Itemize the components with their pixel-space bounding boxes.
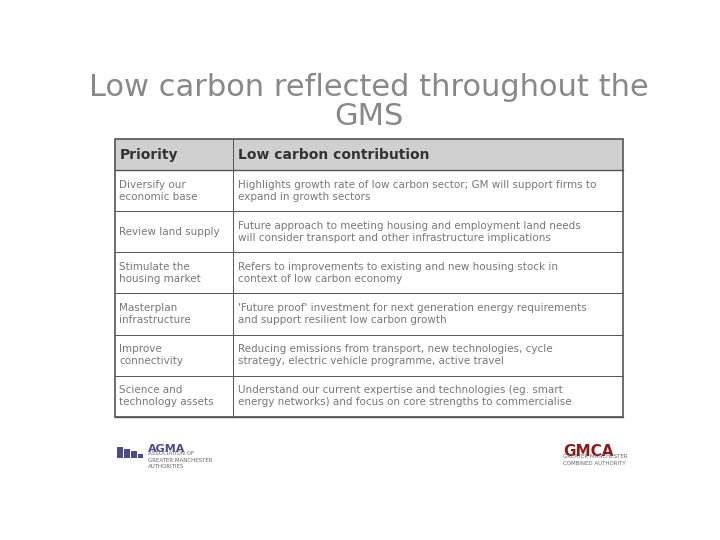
Bar	[131, 451, 137, 457]
Text: Low carbon reflected throughout the: Low carbon reflected throughout the	[89, 73, 649, 103]
Text: Reducing emissions from transport, new technologies, cycle
strategy, electric ve: Reducing emissions from transport, new t…	[238, 344, 553, 366]
Text: Low carbon contribution: Low carbon contribution	[238, 148, 430, 162]
Text: Priority: Priority	[120, 148, 178, 162]
Text: GREATER MANCHESTER
COMBINED AUTHORITY: GREATER MANCHESTER COMBINED AUTHORITY	[563, 455, 627, 465]
Bar	[114, 139, 624, 417]
Text: Improve
connectivity: Improve connectivity	[120, 344, 184, 366]
Text: ASSOCIATION OF
GREATER MANCHESTER
AUTHORITIES: ASSOCIATION OF GREATER MANCHESTER AUTHOR…	[148, 451, 212, 469]
Text: Masterplan
infrastructure: Masterplan infrastructure	[120, 303, 192, 325]
Text: GMCA: GMCA	[563, 444, 613, 458]
Text: Review land supply: Review land supply	[120, 227, 220, 237]
Text: Refers to improvements to existing and new housing stock in
context of low carbo: Refers to improvements to existing and n…	[238, 262, 558, 284]
Bar	[114, 139, 624, 170]
Bar	[124, 449, 130, 457]
Text: Science and
technology assets: Science and technology assets	[120, 385, 214, 407]
Text: Stimulate the
housing market: Stimulate the housing market	[120, 262, 201, 284]
Bar	[138, 454, 143, 457]
Text: Future approach to meeting housing and employment land needs
will consider trans: Future approach to meeting housing and e…	[238, 221, 581, 243]
Text: Highlights growth rate of low carbon sector; GM will support firms to
expand in : Highlights growth rate of low carbon sec…	[238, 180, 596, 202]
Text: Understand our current expertise and technologies (eg. smart
energy networks) an: Understand our current expertise and tec…	[238, 385, 572, 407]
Text: GMS: GMS	[334, 102, 404, 131]
Text: Diversify our
economic base: Diversify our economic base	[120, 180, 198, 202]
Text: 'Future proof' investment for next generation energy requirements
and support re: 'Future proof' investment for next gener…	[238, 303, 587, 325]
Bar	[117, 447, 122, 457]
Text: AGMA: AGMA	[148, 444, 186, 454]
